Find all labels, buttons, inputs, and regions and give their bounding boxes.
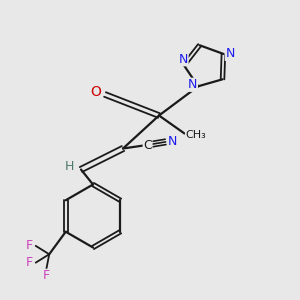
Text: N: N [167, 135, 177, 148]
Text: F: F [26, 256, 33, 269]
Text: O: O [90, 85, 101, 98]
Text: N: N [225, 47, 235, 60]
Text: H: H [65, 160, 74, 173]
Text: N: N [178, 53, 188, 66]
Text: F: F [43, 269, 50, 282]
Text: N: N [188, 78, 197, 91]
Text: CH₃: CH₃ [185, 130, 206, 140]
Text: F: F [26, 239, 33, 252]
Text: C: C [143, 139, 152, 152]
